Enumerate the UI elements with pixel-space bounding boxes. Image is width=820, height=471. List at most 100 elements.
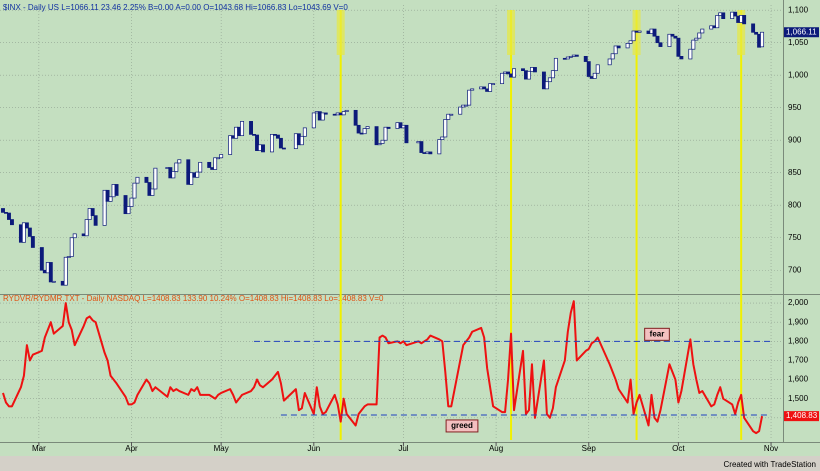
candle	[383, 126, 388, 141]
candle	[72, 233, 77, 239]
highlight-flag	[737, 10, 746, 55]
candle	[506, 71, 511, 75]
candle	[512, 68, 516, 78]
y-tick-label: 1,100	[788, 5, 809, 14]
candle	[323, 112, 328, 115]
candle	[171, 171, 176, 179]
candle	[628, 40, 633, 44]
candle	[715, 15, 720, 29]
candle	[105, 189, 110, 202]
y-tick-label: 1,700	[788, 356, 809, 365]
candle	[565, 56, 570, 60]
candle	[583, 56, 588, 62]
y-tick-label: 850	[788, 168, 802, 177]
candle	[700, 28, 705, 34]
candle	[574, 54, 579, 57]
highlight-flag	[507, 10, 516, 55]
y-tick-label: 1,000	[788, 70, 809, 79]
plot-background	[0, 0, 820, 442]
candle	[114, 184, 119, 196]
candle	[742, 15, 747, 25]
footer: Created with TradeStation	[724, 460, 817, 469]
candle	[544, 81, 549, 90]
candle	[754, 31, 759, 35]
candle	[667, 33, 672, 47]
candle	[344, 109, 349, 112]
x-tick-label: Nov	[764, 444, 778, 453]
y-tick-label: 800	[788, 200, 802, 209]
x-tick-label: Apr	[125, 444, 138, 453]
candle	[467, 89, 472, 106]
candle	[437, 139, 442, 155]
candle	[658, 42, 663, 47]
last-value-box	[784, 411, 819, 422]
candle	[637, 30, 642, 33]
candle	[240, 121, 245, 137]
candle	[144, 176, 149, 183]
candle	[195, 171, 200, 178]
candle	[673, 35, 678, 39]
status-bar	[0, 456, 820, 471]
candle	[150, 188, 155, 196]
candle	[694, 37, 699, 41]
candle	[428, 151, 433, 155]
candle	[679, 56, 684, 60]
last-value-box	[784, 27, 819, 38]
candle	[320, 112, 325, 121]
candle	[592, 72, 597, 79]
candle	[219, 154, 224, 159]
candle	[24, 222, 29, 229]
last-value-label: 1,066.11	[786, 27, 817, 36]
candle	[30, 236, 35, 248]
candle	[386, 126, 391, 129]
candle	[362, 128, 367, 135]
y-tick-label: 700	[788, 265, 802, 274]
line-series	[2, 300, 764, 435]
candle	[470, 88, 475, 91]
candle	[488, 83, 493, 92]
x-tick-label: Jun	[307, 444, 320, 453]
x-tick-label: Oct	[672, 444, 685, 453]
candle	[616, 45, 621, 49]
x-tick-label: Jul	[398, 444, 408, 453]
candle	[482, 86, 487, 90]
y-tick-label: 1,900	[788, 317, 809, 326]
candle	[595, 64, 600, 74]
y-tick-label: 1,050	[788, 38, 809, 47]
candle	[21, 222, 26, 243]
candle	[541, 71, 546, 90]
last-value-label: 1,408.83	[786, 411, 818, 420]
candle	[655, 35, 660, 44]
y-tick-label: 1,600	[788, 375, 809, 384]
candle	[341, 111, 346, 116]
candle	[278, 137, 283, 149]
panel-header: $INX - Daily US L=1066.11 23.46 2.25% B=…	[3, 3, 348, 12]
reference-label: fear	[650, 329, 665, 338]
candle	[419, 141, 424, 153]
candle	[631, 30, 636, 42]
y-tick-label: 950	[788, 103, 802, 112]
candle	[216, 157, 221, 160]
candle	[721, 12, 726, 20]
reference-label-box	[445, 419, 479, 433]
candle	[586, 61, 591, 77]
candle	[652, 28, 657, 37]
candle	[521, 68, 525, 72]
reference-label-box	[644, 327, 670, 341]
candle	[527, 70, 531, 80]
x-tick-label: Aug	[489, 444, 503, 453]
candle	[733, 11, 738, 17]
candle	[500, 72, 505, 85]
candle	[404, 124, 409, 144]
candle	[177, 159, 182, 164]
candle	[311, 112, 316, 129]
y-tick-label: 900	[788, 135, 802, 144]
candle	[261, 144, 265, 153]
candle	[449, 113, 454, 116]
y-tick-label: 750	[788, 233, 802, 242]
candle	[249, 121, 253, 135]
candle	[464, 104, 469, 107]
candle	[553, 57, 558, 72]
candle	[377, 143, 382, 146]
